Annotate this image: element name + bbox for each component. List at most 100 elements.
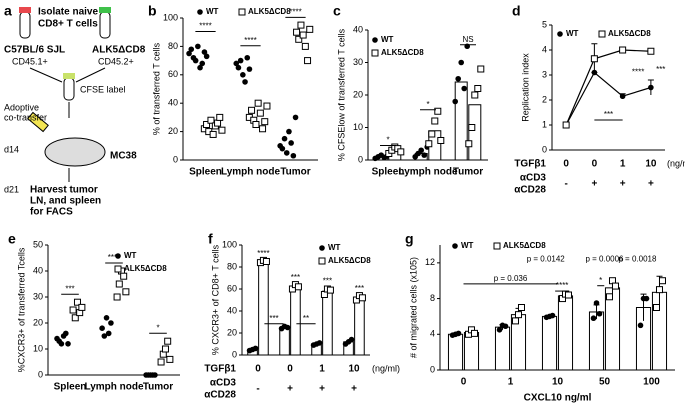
y-tick-label: 5 — [542, 19, 547, 29]
x-tick-label: 1 — [508, 377, 514, 388]
point — [262, 258, 270, 265]
bar — [494, 326, 511, 371]
y-tick-label: 40 — [168, 98, 178, 108]
point — [648, 84, 654, 91]
y-tick-label: 20 — [33, 317, 43, 327]
point — [186, 50, 192, 57]
diagram-label: CD45.2+ — [98, 56, 134, 66]
y-tick-label: 2 — [542, 94, 547, 104]
legend-marker — [452, 243, 458, 249]
point — [301, 42, 309, 50]
x-tick-label: 10 — [348, 364, 360, 375]
point — [115, 280, 123, 288]
point — [263, 102, 271, 110]
point — [316, 340, 323, 346]
y-tick-label: 100 — [163, 12, 178, 22]
point — [511, 317, 519, 325]
x-tick-label: 0 — [461, 377, 467, 388]
sign: + — [351, 384, 357, 395]
annotation: p = 0.0142 — [527, 254, 566, 263]
legend-label: WT — [328, 243, 341, 252]
point — [161, 345, 169, 353]
legend-label: ALK5ΔCD8 — [328, 256, 371, 265]
annotation: * — [156, 323, 159, 332]
point — [157, 358, 165, 366]
bar — [258, 261, 269, 356]
y-tick-label: 0 — [542, 144, 547, 154]
point — [237, 57, 244, 64]
panel-label: c — [333, 3, 341, 19]
x-tick-label: Lymph node — [398, 167, 458, 178]
point — [58, 341, 65, 347]
mouse — [44, 137, 106, 167]
x-tick-label: 0 — [592, 159, 598, 170]
x-tick-label: 1 — [620, 159, 626, 170]
y-axis-title: % CXCR3+ of CD8+ T cells — [210, 244, 220, 355]
annotation: p = 0.0006 — [585, 254, 624, 263]
point — [326, 286, 334, 294]
point — [496, 327, 503, 333]
y-tick-label: 10 — [353, 122, 363, 132]
y-tick-label: 0 — [430, 364, 435, 374]
panel-label: g — [405, 231, 414, 247]
annotation: **** — [556, 281, 568, 290]
point — [421, 152, 428, 158]
bar — [279, 327, 290, 356]
point — [290, 152, 297, 159]
x-tick-label: 0 — [563, 159, 569, 170]
x-tick-label: Lymph node — [84, 382, 144, 393]
y-tick-label: 4 — [542, 44, 547, 54]
point — [452, 98, 459, 105]
point — [468, 124, 476, 131]
point — [286, 128, 292, 135]
y-tick-label: 4 — [430, 329, 435, 339]
point — [166, 355, 174, 363]
annotation: *** — [269, 314, 278, 323]
y-tick-label: 12 — [425, 257, 435, 267]
legend-marker — [493, 242, 501, 250]
y-axis-title: % of transferred T cells — [151, 42, 161, 135]
y-tick-label: 10 — [33, 343, 43, 353]
panel-label: b — [148, 3, 157, 19]
x-tick-label: 0 — [287, 364, 293, 375]
bar — [557, 295, 574, 371]
y-tick-label: 30 — [353, 57, 363, 67]
point — [108, 320, 114, 326]
y-tick-label: 3 — [542, 69, 547, 79]
point — [203, 53, 210, 60]
y-tick-label: 40 — [227, 305, 237, 315]
point — [246, 66, 253, 72]
point — [477, 65, 485, 73]
point — [619, 46, 627, 54]
sign: + — [319, 384, 325, 395]
annotation: NS — [462, 35, 473, 44]
y-tick-label: 1 — [542, 119, 547, 129]
diagram — [19, 7, 111, 182]
annotation: *** — [323, 276, 332, 285]
point — [256, 109, 264, 117]
line — [565, 71, 652, 126]
point — [207, 116, 215, 124]
sign: + — [648, 179, 654, 190]
point — [192, 57, 199, 64]
legend-label: WT — [566, 29, 579, 38]
point — [292, 114, 299, 121]
point — [637, 322, 644, 329]
unit: (ng/ml) — [372, 363, 400, 373]
legend-label: ALK5ΔCD8 — [381, 48, 424, 57]
point — [203, 121, 211, 128]
x-tick-label: 50 — [599, 377, 611, 388]
point — [655, 286, 663, 294]
point — [465, 140, 473, 148]
point — [295, 35, 303, 43]
annotation: * — [426, 100, 429, 109]
point — [502, 323, 509, 330]
point — [103, 315, 110, 321]
diagram-label: CFSE label — [80, 84, 126, 94]
point — [65, 341, 71, 347]
x-tick-label: Tumor — [453, 167, 483, 178]
annotation: **** — [199, 22, 211, 31]
bar — [541, 315, 558, 371]
row-label: αCD3 — [520, 173, 547, 184]
